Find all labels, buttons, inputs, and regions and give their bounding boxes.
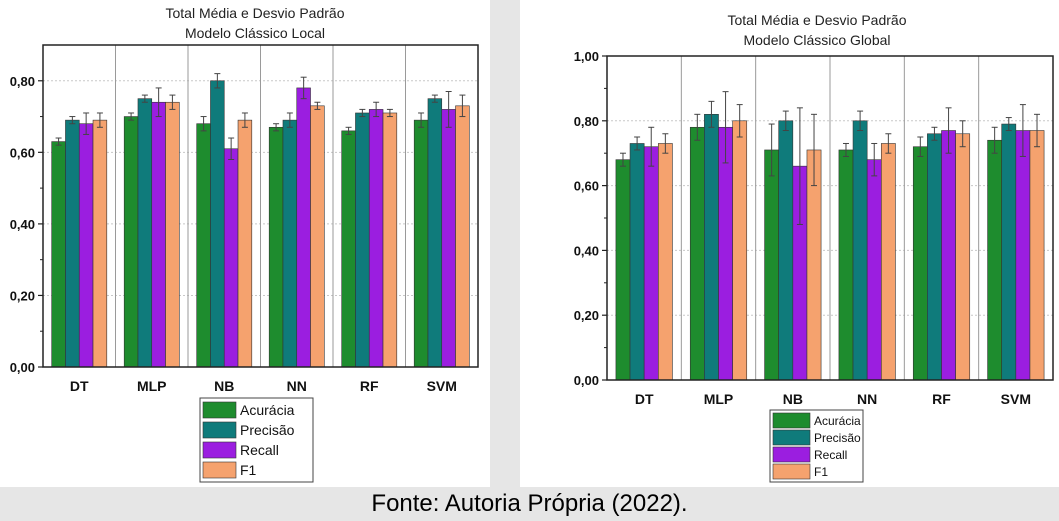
bar-F1 <box>1029 130 1045 381</box>
y-tick-label: 0,00 <box>10 360 35 375</box>
x-tick-label: RF <box>932 391 951 407</box>
bar-chart-global: Total Média e Desvio Padrão Modelo Clássi… <box>574 12 1054 483</box>
bar-Acurácia <box>615 159 631 381</box>
bar-Acurácia <box>341 130 356 368</box>
x-tick-label: MLP <box>137 378 167 394</box>
legend-swatch-F1 <box>772 463 811 480</box>
bar-Acurácia <box>987 139 1003 381</box>
bar-Precisão <box>852 120 868 381</box>
bar-Recall <box>296 87 311 368</box>
bar-Acurácia <box>123 116 139 368</box>
x-tick-label: NN <box>287 378 307 394</box>
bar-F1 <box>165 101 180 368</box>
bar-Recall <box>866 159 882 381</box>
bar-Precisão <box>927 133 942 381</box>
bar-Acurácia <box>838 149 854 381</box>
plot-frame <box>42 44 479 368</box>
chart-subtitle: Modelo Clássico Global <box>743 32 890 48</box>
legend-label: Acurácia <box>814 414 861 428</box>
bar-Acurácia <box>764 149 780 381</box>
x-tick-label: SVM <box>427 378 457 394</box>
bar-Precisão <box>629 143 645 381</box>
bar-Precisão <box>427 98 443 368</box>
bar-Recall <box>223 148 239 368</box>
bar-Acurácia <box>196 123 211 368</box>
x-tick-label: DT <box>70 378 89 394</box>
y-tick-label: 0,60 <box>574 179 599 194</box>
bar-F1 <box>455 105 470 368</box>
legend-swatch-F1 <box>202 461 237 479</box>
bar-F1 <box>310 105 325 368</box>
figure-caption: Fonte: Autoria Própria (2022). <box>371 490 688 517</box>
bar-Precisão <box>65 119 80 368</box>
bar-Precisão <box>1001 123 1017 381</box>
y-tick-label: 1,00 <box>574 49 599 64</box>
bar-F1 <box>92 119 108 368</box>
bar-Precisão <box>210 80 225 368</box>
bar-F1 <box>382 112 398 368</box>
legend-label: Precisão <box>240 422 295 438</box>
bar-Recall <box>643 146 659 381</box>
bar-Precisão <box>137 98 153 368</box>
legend-label: Precisão <box>814 431 861 445</box>
bar-Recall <box>718 126 733 381</box>
bar-Acurácia <box>51 141 66 368</box>
x-tick-label: DT <box>635 391 654 407</box>
chart-subtitle: Modelo Clássico Local <box>185 25 325 41</box>
legend-label: F1 <box>814 465 828 479</box>
y-tick-label: 0,40 <box>10 217 35 232</box>
y-tick-label: 0,60 <box>10 145 35 160</box>
x-tick-label: NB <box>783 391 803 407</box>
bar-Precisão <box>778 120 794 381</box>
chart-panel-local: Total Média e Desvio Padrão Modelo Clássi… <box>0 0 490 487</box>
bar-Recall <box>941 130 956 381</box>
y-tick-label: 0,20 <box>10 288 35 303</box>
bar-Recall <box>78 123 94 368</box>
chart-title: Total Média e Desvio Padrão <box>728 12 907 28</box>
bar-Recall <box>1015 130 1031 381</box>
legend-swatch-Precisão <box>202 421 237 439</box>
y-tick-label: 0,00 <box>574 373 599 388</box>
legend-label: Recall <box>814 448 847 462</box>
bar-Recall <box>151 101 166 368</box>
bar-F1 <box>657 143 673 381</box>
y-tick-label: 0,40 <box>574 243 599 258</box>
x-tick-label: NB <box>214 378 234 394</box>
bar-Acurácia <box>413 119 429 368</box>
legend-label: Acurácia <box>240 402 295 418</box>
legend-swatch-Recall <box>202 441 237 459</box>
bar-F1 <box>880 143 896 381</box>
bar-Precisão <box>282 119 298 368</box>
y-tick-label: 0,80 <box>10 74 35 89</box>
bar-Precisão <box>704 114 719 381</box>
legend-swatch-Recall <box>772 446 811 463</box>
chart-panel-global: Total Média e Desvio Padrão Modelo Clássi… <box>520 0 1059 487</box>
legend-label: Recall <box>240 442 279 458</box>
y-tick-label: 0,20 <box>574 308 599 323</box>
bar-Precisão <box>355 112 370 368</box>
legend-swatch-Acurácia <box>772 412 811 429</box>
x-tick-label: RF <box>360 378 379 394</box>
bar-Recall <box>441 109 456 368</box>
bar-F1 <box>732 120 748 381</box>
bar-chart-local: Total Média e Desvio Padrão Modelo Clássi… <box>10 5 479 483</box>
bar-Recall <box>368 109 384 368</box>
bar-F1 <box>237 119 253 368</box>
y-tick-label: 0,80 <box>574 114 599 129</box>
bar-Acurácia <box>912 146 928 381</box>
bar-Acurácia <box>268 126 284 368</box>
bar-Acurácia <box>689 126 705 381</box>
x-tick-label: MLP <box>704 391 734 407</box>
legend-swatch-Precisão <box>772 429 811 446</box>
legend-swatch-Acurácia <box>202 401 237 419</box>
chart-title: Total Média e Desvio Padrão <box>166 5 345 21</box>
x-tick-label: SVM <box>1001 391 1031 407</box>
bar-F1 <box>955 133 971 381</box>
x-tick-label: NN <box>857 391 877 407</box>
legend-label: F1 <box>240 462 257 478</box>
